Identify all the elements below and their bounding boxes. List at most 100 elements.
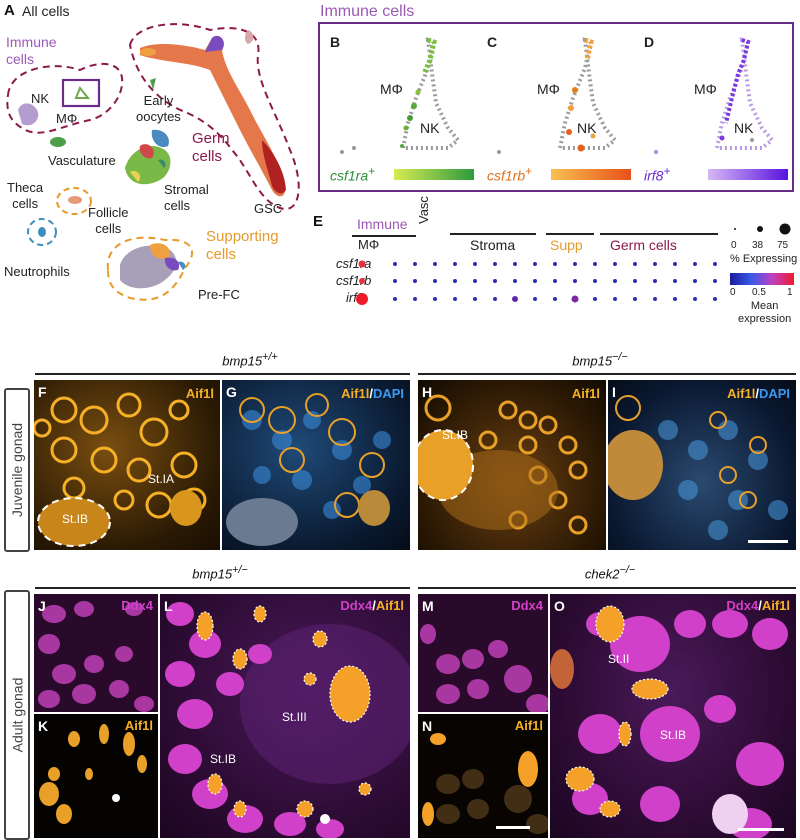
panel-letter-c: C (487, 34, 498, 50)
e-group-stroma: Stroma (470, 237, 516, 253)
genotype-juvenile-right-name: bmp15 (572, 353, 613, 369)
cluster-label-germ: Germ cells (192, 130, 230, 165)
d-color-bar (708, 169, 788, 180)
image-o: Ddx4/Aif1l O St.II St.IB (550, 594, 796, 838)
cluster-label-mphi: MΦ (56, 111, 78, 126)
panel-b: B MΦ NK csf1ra+ (328, 28, 478, 188)
cluster-label-nk: NK (31, 91, 50, 106)
b-label-mphi: MΦ (380, 81, 403, 97)
m-channel-ddx4: Ddx4 (511, 598, 543, 613)
row-label-adult: Adult gonad (4, 590, 30, 840)
d-label-mphi: MΦ (694, 81, 717, 97)
c-gene-name: csf1rb (487, 167, 526, 184)
image-g-cells (226, 393, 391, 546)
d-gene-name: irf8 (644, 167, 664, 184)
c-label-nk: NK (577, 120, 597, 136)
panel-letter-d: D (644, 34, 655, 50)
f-stage-ib: St.IB (62, 512, 89, 526)
panel-letter-i: I (612, 384, 616, 400)
e-size-legend-38: 38 (752, 240, 764, 251)
e-color-legend-label: Mean expression (738, 300, 792, 325)
n-channel-aif1l: Aif1l (514, 718, 543, 733)
panel-letter-h: H (422, 384, 433, 400)
genotype-juvenile-left-name: bmp15 (222, 353, 263, 369)
genotype-juvenile-left: bmp15+/+ (190, 351, 310, 368)
panel-d: D MΦ NK irf8+ (642, 28, 792, 188)
d-label-nk: NK (734, 120, 754, 136)
cluster-label-theca: Theca cells (7, 180, 44, 211)
e-group-supp: Supp (550, 237, 583, 253)
immune-panel-title: Immune cells (320, 3, 415, 20)
panel-letter-e: E (313, 213, 324, 230)
c-label-mphi: MΦ (537, 81, 560, 97)
image-i: Aif1l/DAPI I (608, 380, 796, 550)
i-channel-label: Aif1l/DAPI (727, 386, 790, 401)
e-bracket-immune (352, 235, 416, 237)
l-channel-aif1l: Aif1l (375, 598, 404, 613)
genotype-adult-right-bar (418, 587, 796, 589)
cluster-label-neutrophils: Neutrophils (4, 264, 70, 279)
b-gene-name: csf1ra (330, 167, 369, 184)
cluster-label-prefc: Pre-FC (198, 287, 240, 302)
panel-c: C MΦ NK csf1rb+ (485, 28, 635, 188)
panel-letter-n: N (422, 718, 433, 734)
image-l-cells (165, 602, 410, 838)
immune-panel-frame (318, 22, 794, 192)
e-size-legend-0: 0 (731, 240, 737, 251)
image-g: Aif1l/DAPI G (222, 380, 410, 550)
k-channel-aif1l: Aif1l (124, 718, 153, 733)
e-bracket-germ (600, 233, 718, 235)
o-channel-aif1l: Aif1l (761, 598, 790, 613)
genotype-juvenile-right: bmp15−/− (540, 351, 660, 368)
g-channel-aif1l: Aif1l (341, 386, 370, 401)
cluster-label-immune: Immune cells (6, 34, 57, 67)
g-channel-dapi: DAPI (372, 386, 404, 401)
panel-letter-k: K (38, 718, 49, 734)
image-f-cells (34, 392, 207, 547)
l-stage-iii: St.III (282, 710, 307, 724)
genotype-adult-right-name: chek2 (584, 566, 620, 582)
c-gene-sup: + (525, 165, 532, 178)
panel-letter-m: M (422, 598, 434, 614)
image-n-cells (422, 733, 548, 834)
panel-e: E Immune MΦ Vasc Stroma Supp Germ cells … (310, 196, 800, 350)
f-channel-aif1l: Aif1l (185, 386, 214, 401)
genotype-adult-left-sup: +/− (232, 564, 248, 576)
image-l: Ddx4/Aif1l L St.III St.IB (160, 594, 410, 838)
image-m-cells (420, 624, 548, 712)
d-gene-sup: + (663, 165, 671, 178)
image-k: Aif1l K (34, 714, 158, 838)
e-bracket-stroma (450, 233, 536, 235)
panel-letter-g: G (226, 384, 237, 400)
g-channel-label: Aif1l/DAPI (341, 386, 404, 401)
b-gene-label: csf1ra+ (330, 165, 375, 184)
image-f: Aif1l F St.IA St.IB (34, 380, 220, 550)
cluster-label-supporting: Supporting cells (206, 228, 279, 263)
image-k-cells (39, 724, 147, 824)
l-channel-label: Ddx4/Aif1l (340, 598, 404, 613)
panel-a: A All cells (0, 0, 310, 305)
d-gene-label: irf8+ (644, 165, 670, 184)
f-stage-ia: St.IA (148, 472, 175, 486)
i-scale-bar (748, 540, 788, 543)
genotype-adult-right-sup: −/− (619, 564, 636, 576)
image-h-cells (418, 394, 588, 535)
image-o-cells (550, 605, 788, 838)
genotype-adult-left: bmp15+/− (160, 564, 280, 581)
e-group-mphi: MΦ (358, 237, 380, 252)
umap-csf1ra (340, 37, 461, 154)
row-label-adult-text: Adult gonad (9, 677, 26, 753)
h-channel-aif1l: Aif1l (571, 386, 600, 401)
b-color-bar (394, 169, 474, 180)
e-color-legend-0: 0 (730, 287, 736, 298)
o-stage-ii: St.II (608, 652, 630, 666)
genotype-juvenile-left-sup: +/+ (262, 351, 278, 363)
b-label-nk: NK (420, 120, 440, 136)
genotype-adult-left-name: bmp15 (192, 566, 233, 582)
o-scale-bar (738, 828, 784, 831)
j-channel-ddx4: Ddx4 (121, 598, 153, 613)
image-h: Aif1l H St.IB (418, 380, 606, 550)
l-channel-ddx4: Ddx4 (340, 598, 373, 613)
image-j: Ddx4 J (34, 594, 158, 712)
genotype-juvenile-right-sup: −/− (612, 351, 628, 363)
